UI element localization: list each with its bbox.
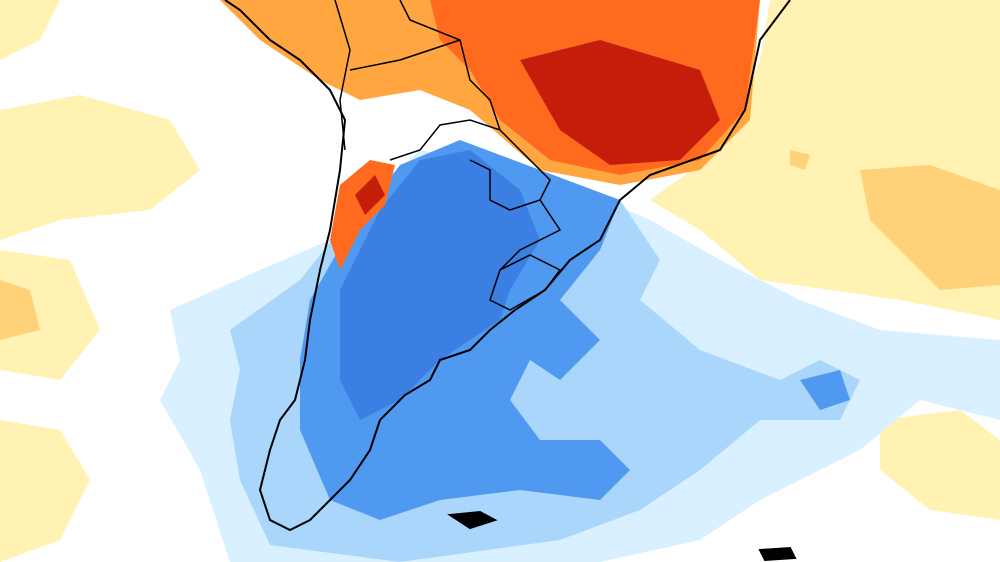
- country-borders: [334, 0, 562, 311]
- coastline: [224, 0, 797, 562]
- cold-anomaly-strong-layer: [340, 150, 540, 420]
- warm-anomaly-orange-layer: [0, 150, 1000, 340]
- warm-anomaly-red-layer: [355, 40, 720, 215]
